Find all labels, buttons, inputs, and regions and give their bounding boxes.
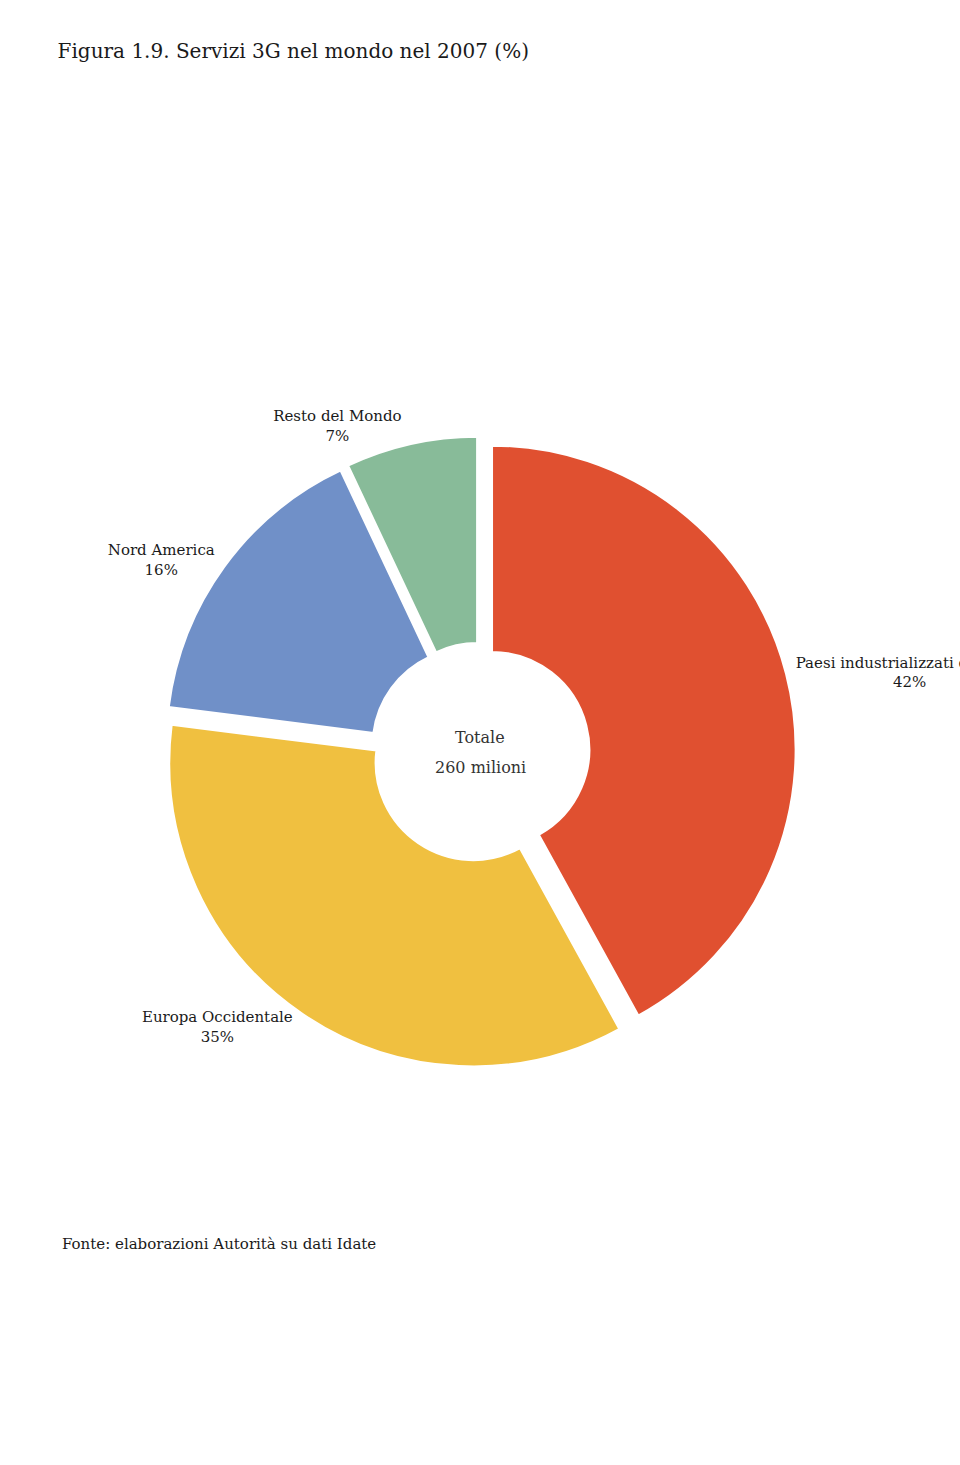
svg-text:Nord America16%: Nord America16% (108, 541, 215, 579)
svg-text:Resto del Mondo7%: Resto del Mondo7% (273, 407, 401, 445)
svg-text:Europa Occidentale35%: Europa Occidentale35% (142, 1008, 293, 1046)
svg-text:Fonte: elaborazioni Autorità s: Fonte: elaborazioni Autorità su dati Ida… (62, 1235, 376, 1253)
svg-text:260 milioni: 260 milioni (435, 758, 526, 777)
svg-text:Paesi industrializzati dell’As: Paesi industrializzati dell’Asia42% (796, 654, 960, 692)
svg-text:Totale: Totale (455, 728, 505, 747)
svg-text:Figura 1.9. Servizi 3G nel mon: Figura 1.9. Servizi 3G nel mondo nel 200… (58, 39, 529, 63)
